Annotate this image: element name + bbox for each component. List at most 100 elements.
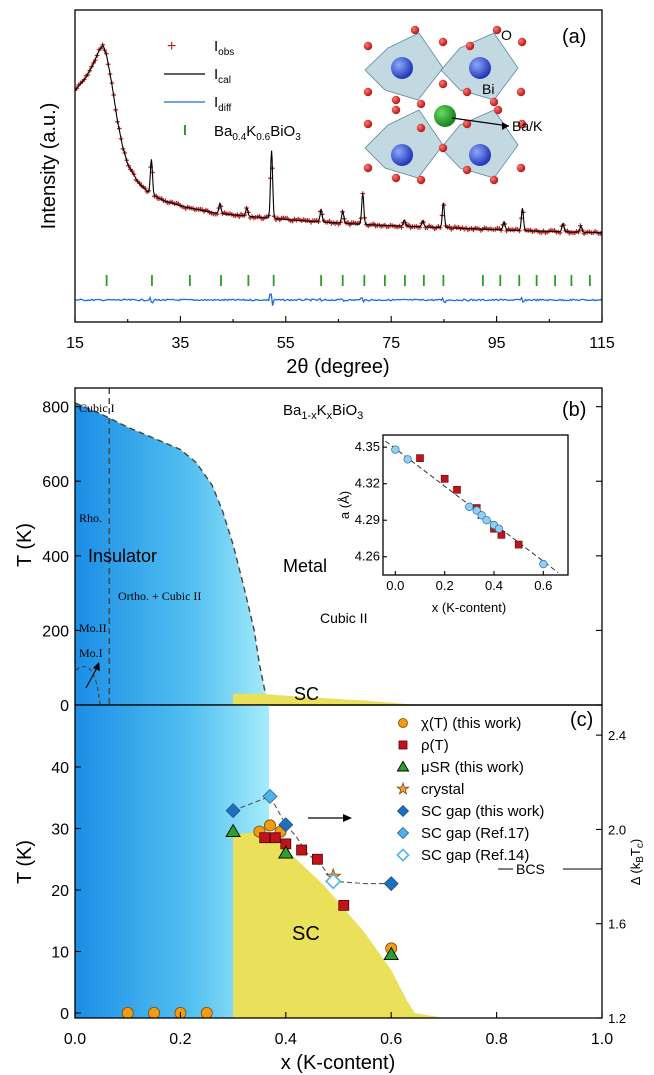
y-ticks-b: 0 200 400 600 800 xyxy=(42,400,602,715)
panel-label-b: (b) xyxy=(562,399,586,421)
data-point-triangle xyxy=(278,845,294,859)
label-mo1: Mo.I xyxy=(79,646,103,660)
y2-tick-label: 1.2 xyxy=(608,1011,626,1026)
x-tick-label: 55 xyxy=(277,335,295,352)
legend-marker-star xyxy=(396,781,410,795)
x-tick-label: 0.4 xyxy=(275,1031,297,1048)
oxygen-atom xyxy=(416,123,426,133)
y-tick-label: 600 xyxy=(42,474,69,491)
label-mo2: Mo.II xyxy=(79,621,107,635)
legend-bragg: Ba0.4K0.6BiO3 xyxy=(214,123,301,143)
oxygen-atom xyxy=(363,163,373,173)
lattice-inset: 0.0 0.2 0.4 0.6 4.26 4.29 4.32 4.35 x (K-conten… xyxy=(337,434,569,615)
label-metal: Metal xyxy=(283,556,327,576)
legend-label: SC gap (Ref.14) xyxy=(421,847,529,864)
y2-tick-label: 2.0 xyxy=(608,822,626,837)
legend-a: + Iobs Ical Idiff Ba0.4K0.6BiO3 xyxy=(164,38,301,143)
data-point-triangle xyxy=(383,946,399,961)
panel-label-a: (a) xyxy=(562,26,586,48)
y-tick-label: 400 xyxy=(42,549,69,566)
legend-label: χ(T) (this work) xyxy=(421,715,521,732)
inset-circle-point xyxy=(472,506,481,515)
x-axis-label-c: x (K-content) xyxy=(281,1052,395,1074)
oxygen-atom xyxy=(462,87,472,97)
legend-marker-diamond-open xyxy=(396,848,410,862)
inset-circle-point xyxy=(494,524,504,533)
data-point-diamond xyxy=(383,876,399,892)
insulator-region xyxy=(75,402,270,705)
bragg-ticks xyxy=(105,275,591,286)
oxygen-atom xyxy=(438,79,448,89)
bi-atom xyxy=(469,144,491,166)
inset-circle-point xyxy=(477,511,486,520)
oxygen-atom xyxy=(493,105,503,115)
oxygen-atoms xyxy=(363,25,527,185)
oxygen-atom xyxy=(438,37,448,47)
panel-c: 0.0 0.2 0.4 0.6 0.8 1.00102030401.21.62.02.4 … xyxy=(14,704,646,1074)
data-point-diamond xyxy=(278,817,294,833)
y-tick-label: 30 xyxy=(51,822,69,839)
label-o: O xyxy=(501,27,512,43)
y-axis-label-a: Intensity (a.u.) xyxy=(38,103,60,230)
inset-x-tick-label: 0.6 xyxy=(534,578,552,593)
oxygen-atom xyxy=(492,25,502,35)
y-tick-label: 0 xyxy=(60,698,69,715)
inset-y-tick-label: 4.32 xyxy=(355,476,380,491)
ticks-c: 0.0 0.2 0.4 0.6 0.8 1.0 0 10 20 30 40 1.2 1.6 2.0 2.4 xyxy=(51,728,626,1048)
y-tick-label: 20 xyxy=(51,883,69,900)
oxygen-atom xyxy=(363,41,373,51)
y-tick-label: 0 xyxy=(60,1006,69,1023)
y-axis-label-c: T (K) xyxy=(14,840,36,884)
ba-k-atom xyxy=(434,105,456,127)
mono-arrowhead xyxy=(93,662,100,671)
inset-ticks: 0.0 0.2 0.4 0.6 4.26 4.29 4.32 4.35 xyxy=(355,439,553,593)
inset-circle-point xyxy=(465,502,474,511)
inset-y-tick-label: 4.29 xyxy=(355,512,380,527)
gap-axis-arrowhead xyxy=(343,814,352,822)
axes-frame-c xyxy=(74,704,603,1019)
inset-square-point xyxy=(514,540,523,549)
panel-a: O Bi Ba/K + Iobs Ical Idiff Ba0.4K0.6BiO… xyxy=(38,9,615,378)
legend-c: χ(T) (this work) ρ(T) μSR (this work) cryst… xyxy=(396,715,544,864)
legend-marker-triangle xyxy=(396,760,410,772)
inset-x-tick-label: 0.2 xyxy=(436,578,454,593)
iobs-point xyxy=(498,228,504,233)
inset-x-label: x (K-content) xyxy=(432,600,506,615)
iobs-points xyxy=(75,42,602,236)
oxygen-atom xyxy=(363,87,373,97)
x-tick-label: 75 xyxy=(382,335,400,352)
data-point-circle xyxy=(121,1007,134,1018)
data-point-diamond-open xyxy=(325,873,342,890)
data-point-square xyxy=(296,844,308,856)
legend-ical: Ical xyxy=(214,66,231,86)
inset-x-tick-label: 0.4 xyxy=(485,578,503,593)
bi-atom xyxy=(391,144,413,166)
oxygen-atom xyxy=(516,87,526,97)
data-point-circle xyxy=(263,819,276,832)
x-tick-label: 0.8 xyxy=(485,1031,507,1048)
inset-y-label: a (Å) xyxy=(337,491,352,519)
y2-axis-label-c: Δ (kBTc) xyxy=(628,839,646,885)
inset-points xyxy=(391,445,548,569)
label-ba-k: Ba/K xyxy=(512,118,543,134)
data-points-c xyxy=(121,789,399,1018)
inset-y-tick-label: 4.35 xyxy=(355,439,380,454)
label-bi: Bi xyxy=(482,81,494,97)
y2-tick-label: 1.6 xyxy=(608,917,626,932)
oxygen-atom xyxy=(416,99,426,109)
inset-circle-point xyxy=(482,516,491,525)
legend-label: SC gap (this work) xyxy=(421,803,544,820)
legend-marker-diamond xyxy=(396,804,410,818)
y2-tick-label: 2.4 xyxy=(608,728,626,743)
data-point-circle xyxy=(148,1007,161,1018)
y-tick-label: 40 xyxy=(51,760,69,777)
oxygen-atom xyxy=(465,41,475,51)
legend-label: μSR (this work) xyxy=(421,759,524,776)
legend-label: ρ(T) xyxy=(421,737,449,754)
x-tick-label: 115 xyxy=(589,335,615,352)
data-point-diamond xyxy=(225,803,241,818)
data-point-square xyxy=(269,832,281,844)
x-ticks-a: 15 35 55 75 95 115 xyxy=(66,316,615,352)
data-point-square xyxy=(312,853,323,865)
y-tick-label: 200 xyxy=(42,623,69,640)
